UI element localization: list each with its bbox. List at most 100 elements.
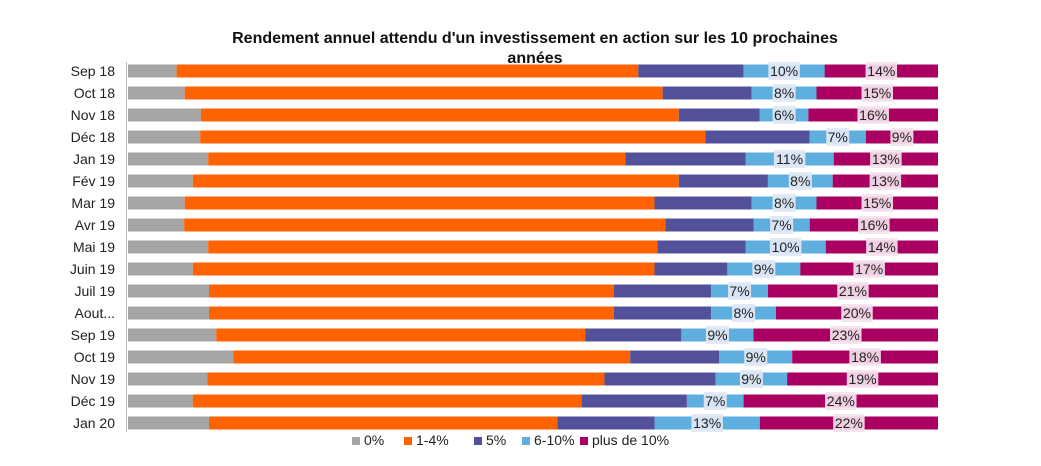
legend-label-6-10: 6-10% [534,432,574,448]
category-label-13: Oct 19 [74,349,115,365]
data-label-box-6-10-6 [772,194,796,212]
bar-1-4-9 [192,262,655,276]
bar-1-4-5 [192,174,679,188]
data-label-box-plus-de-10-5 [869,172,902,190]
data-label-6-10-14: 9% [741,371,761,387]
data-label-6-10-5: 8% [790,173,810,189]
bar-5-5 [678,174,768,188]
data-label-6-10-16: 13% [693,415,721,431]
category-label-15: Déc 19 [71,393,116,409]
data-label-box-plus-de-10-10 [837,282,869,300]
legend-swatch-5 [474,437,482,445]
bar-0-11 [128,306,209,320]
bar-0-12 [128,328,217,342]
data-label-box-6-10-1 [772,84,796,102]
bar-5-14 [604,372,716,386]
data-label-box-6-10-7 [770,216,794,234]
bar-1-4-8 [208,240,658,254]
bar-5-12 [585,328,682,342]
bar-0-15 [128,394,193,408]
data-label-box-plus-de-10-15 [825,392,857,410]
bar-5-6 [654,196,752,210]
bar-1-4-10 [209,284,614,298]
data-label-box-6-10-9 [752,260,776,278]
legend-label-5: 5% [486,432,506,448]
data-label-box-6-10-10 [728,282,752,300]
data-label-plus-de-10-0: 14% [867,63,895,79]
data-label-box-6-10-11 [732,304,756,322]
data-label-box-plus-de-10-16 [833,414,865,432]
bar-1-4-3 [200,130,706,144]
data-label-box-plus-de-10-7 [858,216,890,234]
data-label-6-10-6: 8% [774,195,794,211]
bar-0-9 [128,262,193,276]
data-label-plus-de-10-11: 20% [843,305,871,321]
legend-swatch-6-10 [522,437,530,445]
category-label-4: Jan 19 [73,151,115,167]
data-label-6-10-12: 9% [707,327,727,343]
bar-0-4 [128,152,209,166]
data-label-box-6-10-3 [826,128,850,146]
data-label-plus-de-10-2: 16% [859,107,887,123]
data-label-6-10-9: 9% [754,261,774,277]
bar-5-9 [654,262,728,276]
bar-5-0 [638,64,744,78]
legend-swatch-1-4 [404,437,412,445]
data-label-6-10-15: 7% [705,393,725,409]
category-label-1: Oct 18 [74,85,115,101]
data-label-box-plus-de-10-9 [853,260,885,278]
bar-1-4-12 [216,328,586,342]
bars-group [128,64,938,430]
data-label-plus-de-10-7: 16% [860,217,888,233]
data-label-box-plus-de-10-6 [861,194,893,212]
bar-1-4-13 [233,350,631,364]
category-label-14: Nov 19 [71,371,116,387]
data-label-box-6-10-15 [703,392,727,410]
legend-label-1-4: 1-4% [416,432,449,448]
bar-1-4-2 [200,108,679,122]
data-label-box-plus-de-10-11 [841,304,873,322]
bar-5-10 [614,284,712,298]
category-label-7: Avr 19 [75,217,115,233]
legend-label-0: 0% [364,432,384,448]
category-label-5: Fév 19 [72,173,115,189]
legend-swatch-0 [352,437,360,445]
data-label-box-plus-de-10-4 [870,150,902,168]
bar-0-10 [128,284,209,298]
data-label-box-6-10-8 [769,238,802,256]
data-label-box-6-10-4 [773,150,806,168]
category-label-3: Déc 18 [71,129,116,145]
data-label-6-10-1: 8% [774,85,794,101]
bar-1-4-0 [176,64,639,78]
bar-0-2 [128,108,201,122]
data-label-plus-de-10-10: 21% [839,283,867,299]
data-label-6-10-4: 11% [776,151,803,167]
category-labels-group: Sep 18 Oct 18 Nov 18 Déc 18 Jan 19 Fév 19 Mar … [70,63,115,431]
bar-5-7 [665,218,754,232]
data-label-box-plus-de-10-1 [861,84,893,102]
data-label-plus-de-10-13: 18% [851,349,879,365]
bar-5-2 [678,108,760,122]
legend: 0% 1-4% 5% 6-10% plus de 10% [352,432,669,448]
bar-0-1 [128,86,185,100]
data-label-6-10-13: 9% [746,349,766,365]
data-label-box-6-10-12 [705,326,729,344]
data-label-plus-de-10-1: 15% [863,85,891,101]
bar-5-15 [581,394,687,408]
bar-1-4-6 [184,196,655,210]
data-label-box-6-10-2 [772,106,796,124]
bar-1-4-7 [184,218,666,232]
data-label-plus-de-10-12: 23% [832,327,860,343]
category-label-8: Mai 19 [73,239,115,255]
data-label-6-10-10: 7% [729,283,749,299]
bar-5-16 [557,416,655,430]
category-label-11: Aout... [75,305,115,321]
chart-title-line-2: années [507,50,562,67]
data-label-plus-de-10-4: 13% [872,151,900,167]
data-label-plus-de-10-6: 15% [863,195,891,211]
chart-title-line-1: Rendement annuel attendu d'un investisse… [232,30,838,47]
data-label-box-plus-de-10-8 [866,238,898,256]
category-label-6: Mar 19 [71,195,115,211]
data-label-box-plus-de-10-14 [846,370,879,388]
data-label-plus-de-10-15: 24% [827,393,855,409]
